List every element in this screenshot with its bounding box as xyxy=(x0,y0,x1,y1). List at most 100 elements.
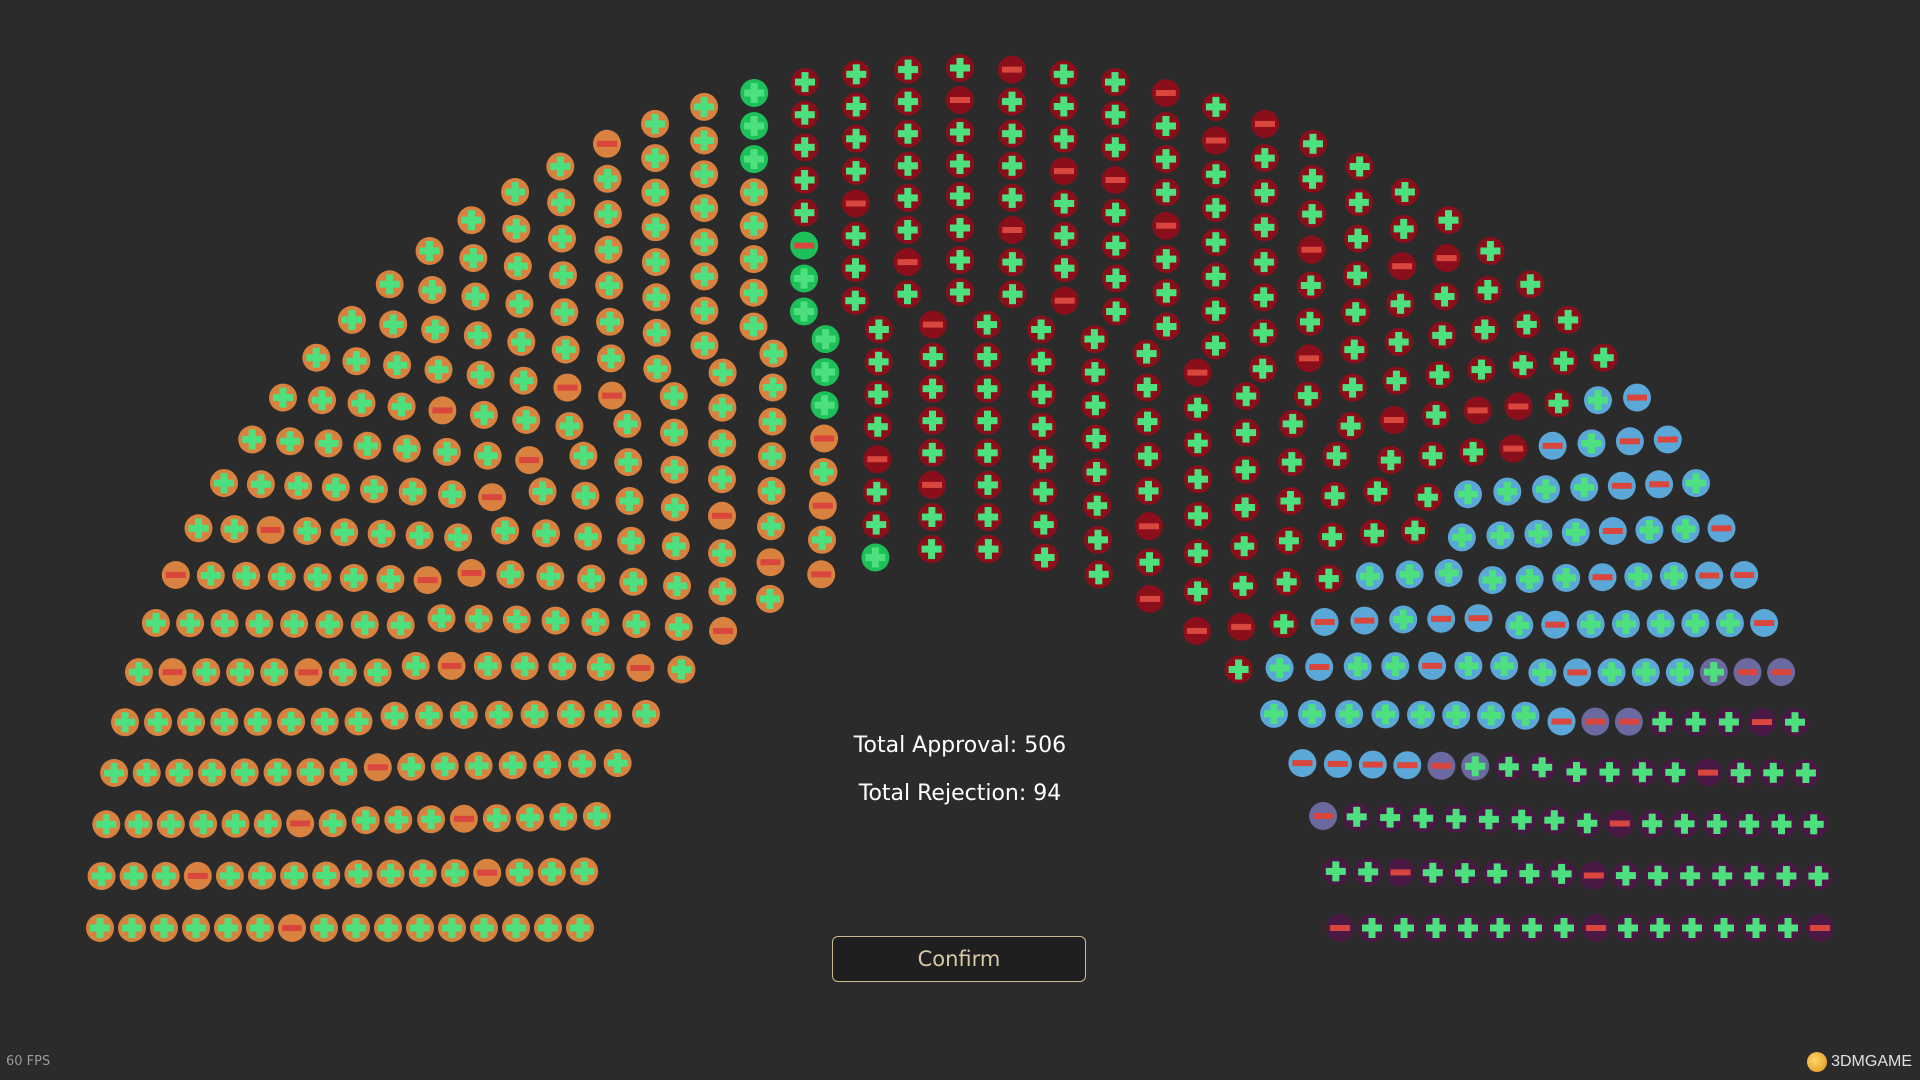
plus-icon-stem xyxy=(1093,462,1100,482)
seat-reject xyxy=(863,445,892,474)
seat-approve xyxy=(1708,861,1737,890)
seat-approve xyxy=(342,347,371,376)
seat-approve xyxy=(842,124,871,153)
seat-approve xyxy=(789,297,818,326)
seat-reject xyxy=(1605,809,1634,838)
plus-icon-stem xyxy=(872,514,880,535)
minus-icon xyxy=(1602,528,1623,534)
plus-icon-stem xyxy=(1452,808,1460,829)
plus-icon-stem xyxy=(670,459,678,480)
plus-icon-stem xyxy=(255,613,263,634)
minus-icon xyxy=(1314,619,1335,625)
seat-approve xyxy=(690,126,719,155)
seat-approve xyxy=(1644,861,1672,890)
plus-icon-stem xyxy=(821,362,829,383)
confirm-button[interactable]: Confirm xyxy=(832,936,1086,982)
seat-approve xyxy=(659,382,688,411)
seat-approve xyxy=(998,119,1027,148)
plus-icon-stem xyxy=(512,918,520,938)
seat-approve xyxy=(1671,515,1700,544)
plus-icon-stem xyxy=(501,520,509,541)
seat-approve xyxy=(1232,418,1260,447)
seat-approve xyxy=(1335,700,1364,729)
seat-approve xyxy=(398,477,427,506)
minus-icon xyxy=(519,457,540,464)
seat-approve xyxy=(276,427,305,456)
plus-icon-stem xyxy=(1309,168,1316,189)
seat-approve xyxy=(1430,282,1459,311)
plus-icon-stem xyxy=(394,809,402,830)
plus-icon-stem xyxy=(248,429,256,450)
plus-icon-stem xyxy=(558,656,566,677)
seat-approve xyxy=(1682,469,1710,498)
seat-approve xyxy=(841,286,870,315)
plus-icon-stem xyxy=(818,529,826,550)
seat-approve xyxy=(1029,477,1058,506)
seat-approve xyxy=(1454,651,1483,680)
minus-icon xyxy=(1583,872,1604,879)
seat-approve xyxy=(1595,758,1624,787)
seat-approve xyxy=(614,448,643,477)
seat-approve xyxy=(893,151,922,180)
seat-approve xyxy=(182,914,210,942)
seat-approve xyxy=(998,183,1027,212)
plus-icon-stem xyxy=(312,347,320,368)
seat-approve xyxy=(1470,315,1499,344)
seat-approve xyxy=(1201,92,1230,121)
seat-approve xyxy=(1135,548,1164,577)
plus-icon-stem xyxy=(1350,339,1358,360)
minus-icon xyxy=(1503,445,1524,452)
seat-approve xyxy=(739,211,768,240)
seat-approve xyxy=(595,271,624,300)
seat-approve xyxy=(864,380,893,409)
seat-approve xyxy=(893,183,922,212)
seat-approve xyxy=(1376,446,1405,475)
seat-approve xyxy=(210,707,239,736)
seat-approve xyxy=(386,611,415,640)
seat-reject xyxy=(1350,606,1379,635)
seat-approve xyxy=(1561,518,1590,547)
plus-icon-stem xyxy=(593,806,601,826)
seat-approve xyxy=(118,914,146,942)
plus-icon-stem xyxy=(232,813,239,834)
seat-approve xyxy=(1030,543,1059,572)
seat-approve xyxy=(537,857,566,886)
plus-icon-stem xyxy=(1560,351,1568,372)
plus-icon-stem xyxy=(1144,446,1152,467)
seat-approve xyxy=(757,476,786,505)
seat-approve xyxy=(1442,804,1471,833)
plus-icon-stem xyxy=(1458,527,1466,548)
seat-approve xyxy=(1276,487,1305,515)
plus-icon-stem xyxy=(1496,918,1504,938)
seat-approve xyxy=(438,914,466,942)
seat-approve xyxy=(502,605,531,634)
seat-approve xyxy=(1515,565,1544,593)
seat-approve xyxy=(150,914,178,942)
plus-icon-stem xyxy=(314,567,321,588)
plus-icon-stem xyxy=(254,711,262,732)
plus-icon-stem xyxy=(1163,316,1170,337)
plus-icon-stem xyxy=(1194,397,1202,418)
seat-approve xyxy=(790,133,819,162)
seat-approve xyxy=(1318,522,1346,551)
plus-icon-stem xyxy=(1522,705,1529,726)
seat-approve xyxy=(427,604,456,633)
plus-icon-stem xyxy=(1580,477,1588,498)
seat-approve xyxy=(577,564,606,593)
plus-icon-stem xyxy=(1608,662,1616,683)
seat-approve xyxy=(841,254,870,283)
plus-icon-stem xyxy=(480,918,488,938)
plus-icon-stem xyxy=(718,581,726,602)
seat-approve xyxy=(546,152,575,181)
plus-icon-stem xyxy=(984,507,992,527)
minus-icon xyxy=(897,259,918,266)
plus-icon-stem xyxy=(701,335,708,356)
seat-approve xyxy=(184,514,213,543)
seat-approve xyxy=(367,519,396,548)
seat-approve xyxy=(1507,805,1536,834)
seat-approve xyxy=(1229,571,1257,600)
seat-approve xyxy=(284,471,313,500)
seat-approve xyxy=(151,861,180,890)
plus-icon-stem xyxy=(928,442,936,463)
seat-approve xyxy=(642,318,671,347)
